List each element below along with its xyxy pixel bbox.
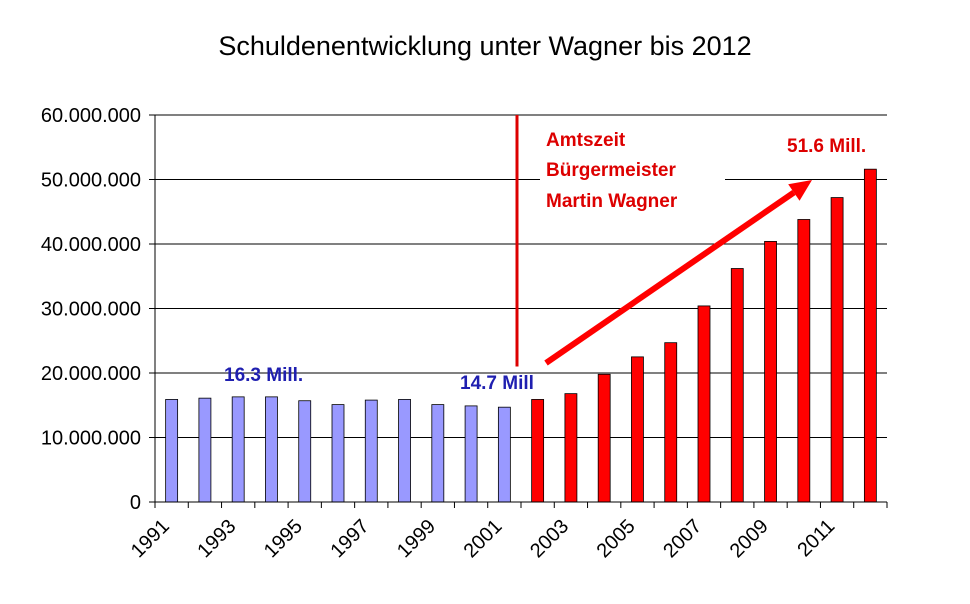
y-tick-label: 20.000.000 [41,363,141,385]
x-tick-label: 2003 [526,515,573,562]
x-tick-label: 1993 [193,515,240,562]
x-tick-label: 1991 [127,515,174,562]
x-axis-ticks: 1991 1993 1995 1997 1999 2001 2003 2005 2007 2009… [127,515,839,562]
bar-2007 [697,305,711,503]
x-tick-label: 2007 [659,515,706,562]
term-label-background [540,120,725,218]
y-tick-label: 30.000.000 [41,299,141,321]
bar-2006 [664,342,678,503]
x-tick-label: 2001 [460,515,507,562]
chart-title: Schuldenentwicklung unter Wagner bis 201… [218,31,751,61]
bar-2002 [531,399,545,503]
bar-1997 [364,399,378,503]
bar-1994 [265,396,278,503]
annotation-term-line1: Amtszeit [546,130,626,151]
bar-1992 [198,397,212,503]
x-tick-label: 1995 [260,515,307,562]
bars [165,168,877,503]
x-tick-label: 1999 [393,515,440,562]
bar-2000 [464,405,478,503]
axes [154,115,888,508]
bar-1996 [331,404,345,503]
bar-1999 [431,404,445,503]
trend-arrow [544,189,796,366]
annotation-before-term: 14.7 Mill [460,373,534,394]
trend-arrow-head [788,180,812,201]
bar-2008 [730,268,744,503]
annotation-peak-before: 16.3 Mill. [224,365,303,386]
y-tick-label: 0 [130,492,141,514]
y-tick-label: 40.000.000 [41,234,141,256]
bar-2009 [764,241,777,503]
y-tick-label: 10.000.000 [41,428,141,450]
x-tick-label: 2005 [593,515,640,562]
bar-1991 [165,399,179,503]
annotations: 16.3 Mill. 14.7 Mill Amtszeit Bürgermeis… [224,115,866,394]
x-tick-label: 1997 [326,515,373,562]
bar-1993 [231,396,245,503]
bar-2001 [497,406,511,503]
annotation-term-line3: Martin Wagner [546,191,678,212]
x-tick-label: 2009 [726,515,773,562]
x-tick-label: 2011 [793,515,839,561]
y-tick-label: 60.000.000 [41,105,141,127]
bar-2003 [564,393,578,503]
bar-2010 [797,219,811,503]
bar-2004 [597,373,611,503]
bar-1995 [298,400,312,503]
y-axis-ticks: 0 10.000.000 20.000.000 30.000.000 40.000.00… [41,105,155,514]
bar-2012 [863,168,877,503]
annotation-term-line2: Bürgermeister [546,160,676,181]
bar-1998 [398,399,411,503]
annotation-final-value: 51.6 Mill. [787,136,866,157]
bar-2011 [830,197,844,503]
y-tick-label: 50.000.000 [41,170,141,192]
bar-2005 [631,356,644,503]
